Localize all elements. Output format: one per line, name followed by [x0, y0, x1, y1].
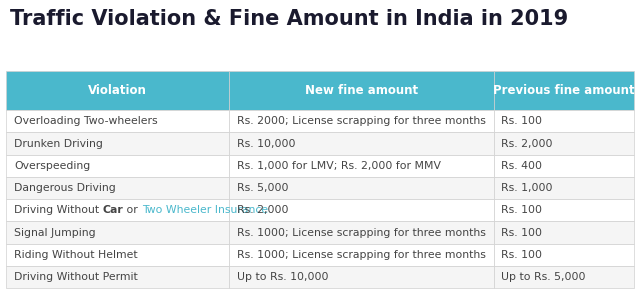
Bar — [493, 110, 634, 133]
Text: Up to Rs. 5,000: Up to Rs. 5,000 — [501, 272, 586, 282]
Bar — [6, 110, 229, 133]
Bar — [6, 71, 229, 110]
Text: Rs. 100: Rs. 100 — [501, 250, 543, 260]
Text: Rs. 10,000: Rs. 10,000 — [237, 138, 295, 148]
Bar — [493, 155, 634, 177]
Text: Rs. 100: Rs. 100 — [501, 228, 543, 238]
Bar — [493, 177, 634, 199]
Text: Violation: Violation — [88, 84, 147, 97]
Text: Overloading Two-wheelers: Overloading Two-wheelers — [14, 116, 157, 126]
Text: Rs. 400: Rs. 400 — [501, 161, 543, 171]
Bar — [493, 71, 634, 110]
Text: Driving Without Permit: Driving Without Permit — [14, 272, 138, 282]
Bar — [229, 133, 493, 155]
Text: Dangerous Driving: Dangerous Driving — [14, 183, 116, 193]
Text: Two Wheeler Insurance: Two Wheeler Insurance — [141, 205, 268, 215]
Bar — [6, 266, 229, 288]
Text: Rs. 1000; License scrapping for three months: Rs. 1000; License scrapping for three mo… — [237, 228, 486, 238]
Text: Rs. 100: Rs. 100 — [501, 205, 543, 215]
Text: Traffic Violation & Fine Amount in India in 2019: Traffic Violation & Fine Amount in India… — [10, 9, 568, 29]
Text: Previous fine amount: Previous fine amount — [493, 84, 634, 97]
Text: Up to Rs. 10,000: Up to Rs. 10,000 — [237, 272, 328, 282]
Bar — [229, 110, 493, 133]
Bar — [493, 133, 634, 155]
Text: Rs. 1,000 for LMV; Rs. 2,000 for MMV: Rs. 1,000 for LMV; Rs. 2,000 for MMV — [237, 161, 441, 171]
Bar — [229, 244, 493, 266]
Bar — [229, 155, 493, 177]
Bar — [493, 244, 634, 266]
Text: Car: Car — [102, 205, 124, 215]
Text: Rs. 1000; License scrapping for three months: Rs. 1000; License scrapping for three mo… — [237, 250, 486, 260]
Text: Overspeeding: Overspeeding — [14, 161, 90, 171]
Text: Rs. 100: Rs. 100 — [501, 116, 543, 126]
Bar — [229, 266, 493, 288]
Text: Rs. 5,000: Rs. 5,000 — [237, 183, 288, 193]
Bar — [6, 177, 229, 199]
Bar — [229, 221, 493, 244]
Text: Riding Without Helmet: Riding Without Helmet — [14, 250, 138, 260]
Bar — [493, 266, 634, 288]
Bar — [6, 221, 229, 244]
Bar — [493, 221, 634, 244]
Text: Rs. 2,000: Rs. 2,000 — [237, 205, 288, 215]
Bar — [229, 177, 493, 199]
Text: Rs. 1,000: Rs. 1,000 — [501, 183, 553, 193]
Bar — [6, 244, 229, 266]
Bar — [493, 199, 634, 221]
Text: Rs. 2,000: Rs. 2,000 — [501, 138, 553, 148]
Text: or: or — [124, 205, 141, 215]
Text: Rs. 2000; License scrapping for three months: Rs. 2000; License scrapping for three mo… — [237, 116, 486, 126]
Text: New fine amount: New fine amount — [305, 84, 418, 97]
Bar — [6, 133, 229, 155]
Text: Signal Jumping: Signal Jumping — [14, 228, 96, 238]
Bar — [229, 71, 493, 110]
Text: Driving Without: Driving Without — [14, 205, 102, 215]
Bar — [229, 199, 493, 221]
Bar — [6, 199, 229, 221]
Text: Drunken Driving: Drunken Driving — [14, 138, 103, 148]
Bar — [6, 155, 229, 177]
